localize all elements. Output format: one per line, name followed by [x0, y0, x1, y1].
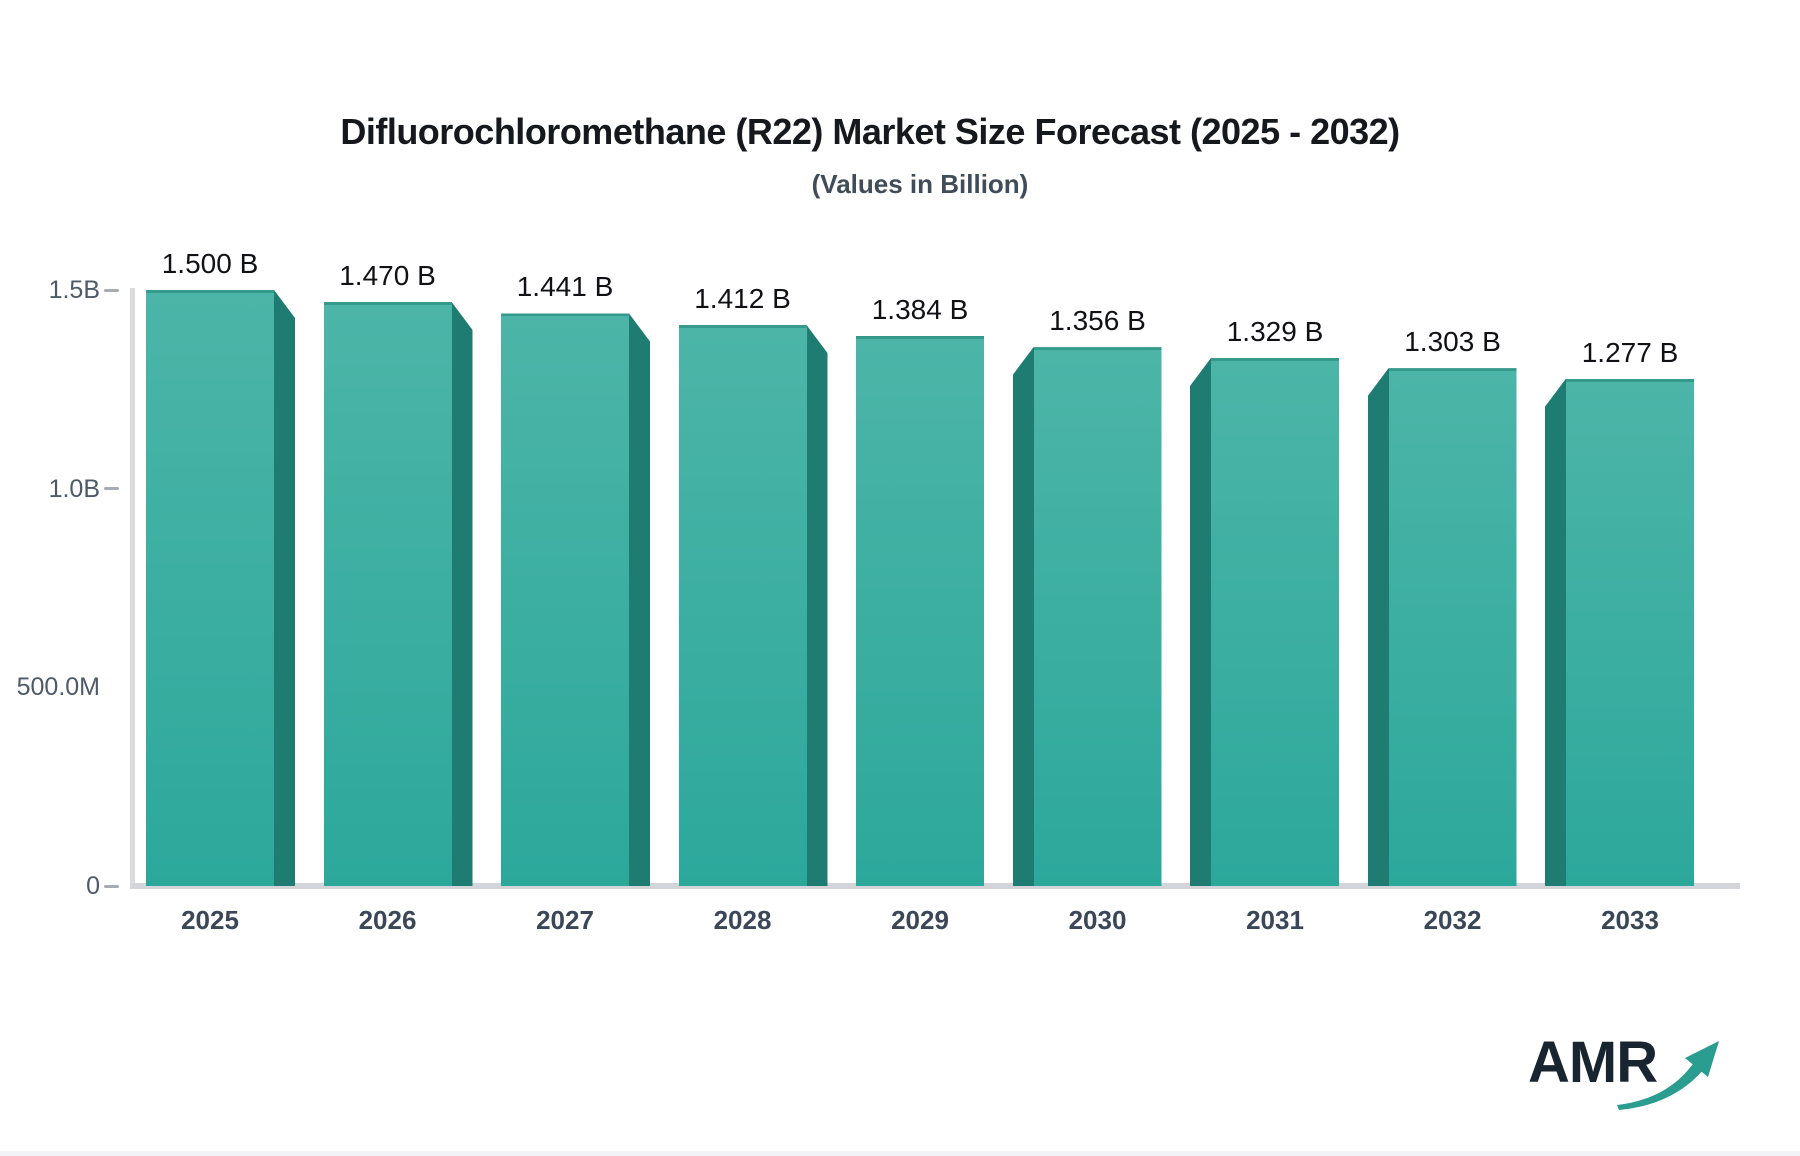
bar-value-label: 1.329 B [1226, 315, 1324, 347]
chart-subtitle: (Values in Billion) [811, 169, 1029, 199]
x-tick-label-2027: 2027 [536, 905, 594, 935]
bar-2028[interactable] [678, 324, 828, 886]
bar-face [856, 336, 984, 886]
bar-face [323, 301, 452, 886]
x-axis-baseline [130, 883, 1740, 889]
bar-value-label: 1.500 B [161, 248, 259, 279]
bar-value-label: 1.277 B [1581, 336, 1679, 368]
y-axis-line [130, 288, 135, 886]
bar-2029[interactable] [856, 336, 984, 886]
x-tick-label-2031: 2031 [1246, 905, 1304, 935]
growth-arrow-icon [1617, 1041, 1719, 1110]
y-tick-mark [104, 288, 119, 292]
bar-face [678, 324, 807, 886]
bar-2027[interactable] [501, 313, 650, 886]
x-tick-label-2032: 2032 [1423, 905, 1482, 935]
y-tick-label: 1.0B [48, 474, 100, 503]
bar-value-label: 1.356 B [1049, 305, 1146, 337]
x-tick-label-2030: 2030 [1068, 905, 1127, 935]
y-tick-label: 0 [86, 872, 100, 900]
bar-2033[interactable] [1545, 378, 1694, 886]
y-tick-mark [104, 487, 119, 491]
bar-value-label: 1.441 B [516, 271, 614, 303]
y-tick-mark [104, 884, 119, 888]
y-tick-label: 500.0M [16, 673, 100, 702]
x-tick-label-2029: 2029 [891, 905, 949, 935]
bar-value-label: 1.412 B [694, 282, 791, 314]
bar-face [1033, 347, 1162, 886]
bar-face [1566, 378, 1694, 886]
x-tick-label-2033: 2033 [1601, 905, 1659, 935]
bar-face [501, 313, 629, 886]
x-tick-label-2025: 2025 [181, 905, 239, 935]
chart-title: Difluorochloromethane (R22) Market Size … [340, 111, 1400, 152]
bar-face [146, 290, 274, 886]
y-tick-label: 1.5B [48, 276, 100, 304]
bar-value-label: 1.470 B [339, 259, 436, 291]
amr-logo-text: AMR [1528, 1030, 1658, 1095]
bottom-edge-strip [0, 1151, 1800, 1156]
bar-2030[interactable] [1012, 347, 1162, 886]
bar-face [1388, 368, 1517, 886]
bar-2031[interactable] [1190, 357, 1339, 886]
bar-2026[interactable] [323, 301, 473, 886]
amr-logo: AMR [1528, 1030, 1719, 1113]
bar-face [1211, 357, 1339, 886]
x-tick-label-2026: 2026 [358, 905, 417, 935]
x-tick-label-2028: 2028 [713, 905, 772, 935]
bar-2025[interactable] [146, 290, 295, 886]
bar-value-label: 1.384 B [871, 294, 969, 326]
bar-2032[interactable] [1367, 368, 1517, 886]
bar-value-label: 1.303 B [1404, 326, 1501, 358]
